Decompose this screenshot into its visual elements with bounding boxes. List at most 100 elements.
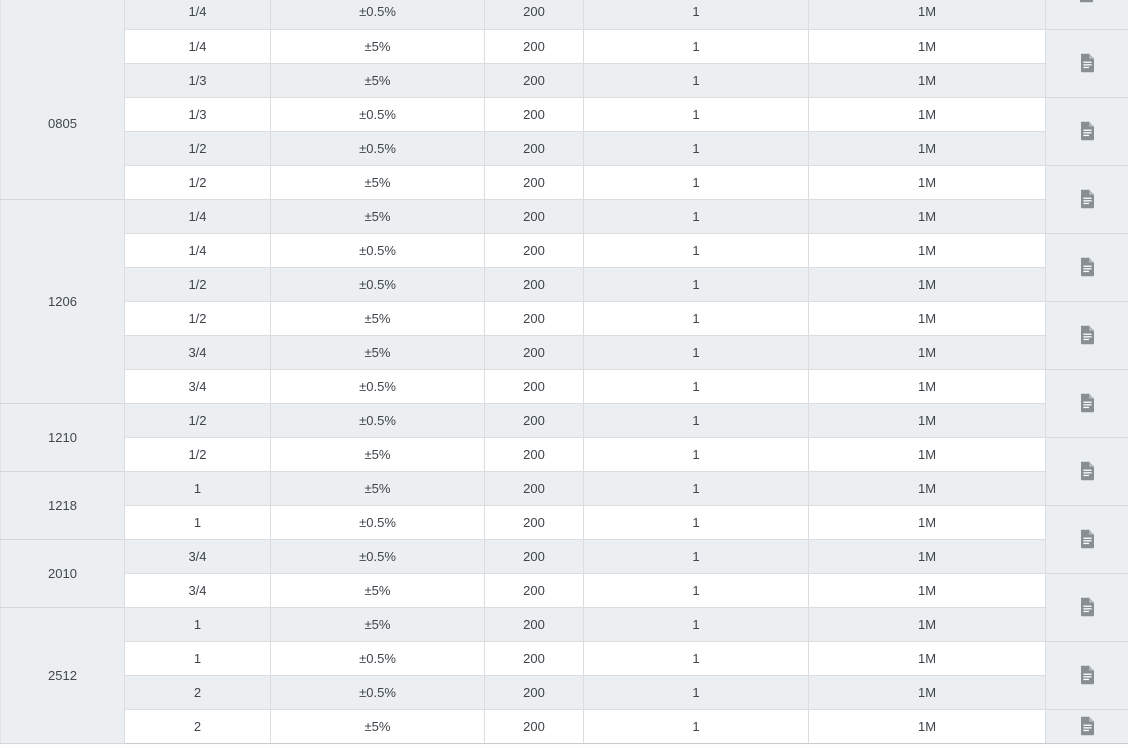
datasheet-cell[interactable]: [1045, 29, 1128, 98]
voltage-cell: 200: [484, 607, 584, 642]
tolerance-cell: ±0.5%: [270, 539, 485, 574]
table-row: 3/4 ±5% 200 1 1M: [1, 573, 1128, 642]
tolerance-cell: ±5%: [270, 29, 485, 64]
document-icon: [1080, 393, 1094, 413]
min-cell: 1: [583, 573, 809, 608]
min-cell: 1: [583, 607, 809, 642]
voltage-cell: 200: [484, 165, 584, 200]
min-cell: 1: [583, 471, 809, 506]
tolerance-cell: ±0.5%: [270, 131, 485, 166]
max-cell: 1M: [808, 199, 1046, 234]
power-cell: 1/2: [124, 403, 271, 438]
max-cell: 1M: [808, 641, 1046, 676]
max-cell: 1M: [808, 709, 1046, 744]
max-cell: 1M: [808, 233, 1046, 268]
datasheet-cell[interactable]: [1045, 301, 1128, 370]
size-label: 2512: [48, 667, 77, 683]
document-icon: [1080, 665, 1094, 685]
document-icon: [1080, 461, 1094, 481]
datasheet-cell[interactable]: [1045, 165, 1128, 234]
table-row: 1/4 ±5% 200 1 1M: [1, 29, 1128, 98]
power-cell: 1/2: [124, 437, 271, 472]
table-row: 1210 1/2 ±0.5% 200 1 1M: [0, 403, 1128, 472]
datasheet-cell[interactable]: [1045, 573, 1128, 642]
max-cell: 1M: [808, 437, 1046, 472]
power-cell: 1/2: [124, 301, 271, 336]
size-cell: 2512: [0, 607, 125, 744]
tolerance-cell: ±5%: [270, 301, 485, 336]
size-label: 1218: [48, 497, 77, 513]
table-row: 2010 3/4 ±0.5% 200 1 1M: [0, 539, 1128, 608]
table-row: 1/2 ±5% 200 1 1M: [1, 165, 1128, 234]
min-cell: 1: [583, 709, 809, 744]
power-cell: 1: [124, 471, 271, 506]
voltage-cell: 200: [484, 675, 584, 710]
datasheet-cell[interactable]: [1045, 233, 1128, 302]
document-icon: [1080, 257, 1094, 277]
voltage-cell: 200: [484, 233, 584, 268]
datasheet-cell[interactable]: [1045, 0, 1128, 30]
voltage-cell: 200: [484, 403, 584, 438]
table-row: 1 ±0.5% 200 1 1M: [1, 505, 1128, 574]
size-cell: 1218: [0, 471, 125, 540]
min-cell: 1: [583, 301, 809, 336]
max-cell: 1M: [808, 505, 1046, 540]
min-cell: 1: [583, 335, 809, 370]
table-row: 3/4 ±0.5% 200 1 1M: [1, 369, 1128, 438]
min-cell: 1: [583, 505, 809, 540]
min-cell: 1: [583, 0, 809, 30]
tolerance-cell: ±0.5%: [270, 675, 485, 710]
min-cell: 1: [583, 267, 809, 302]
datasheet-cell[interactable]: [1045, 641, 1128, 710]
voltage-cell: 200: [484, 0, 584, 30]
max-cell: 1M: [808, 335, 1046, 370]
max-cell: 1M: [808, 29, 1046, 64]
size-cell: 2010: [0, 539, 125, 608]
table-row: 1/2 ±5% 200 1 1M: [1, 301, 1128, 370]
power-cell: 3/4: [124, 573, 271, 608]
min-cell: 1: [583, 403, 809, 438]
voltage-cell: 200: [484, 369, 584, 404]
voltage-cell: 200: [484, 471, 584, 506]
table-row: 1/2 ±0.5% 200 1 1M: [1, 267, 1128, 302]
datasheet-cell[interactable]: [1045, 437, 1128, 506]
voltage-cell: 200: [484, 131, 584, 166]
tolerance-cell: ±5%: [270, 335, 485, 370]
size-cell: 0805: [0, 0, 125, 200]
tolerance-cell: ±5%: [270, 63, 485, 98]
table-row: 1/4 ±0.5% 200 1 1M: [1, 233, 1128, 302]
tolerance-cell: ±0.5%: [270, 97, 485, 132]
document-icon: [1080, 53, 1094, 73]
table-row: 1/3 ±5% 200 1 1M: [1, 63, 1128, 98]
table-row: 2512 1 ±5% 200 1 1M: [0, 607, 1128, 744]
max-cell: 1M: [808, 607, 1046, 642]
size-label: 1210: [48, 429, 77, 445]
max-cell: 1M: [808, 267, 1046, 302]
size-label: 2010: [48, 565, 77, 581]
document-icon: [1080, 716, 1094, 736]
datasheet-cell[interactable]: [1045, 369, 1128, 438]
voltage-cell: 200: [484, 199, 584, 234]
min-cell: 1: [583, 641, 809, 676]
datasheet-cell[interactable]: [1045, 709, 1128, 744]
tolerance-cell: ±0.5%: [270, 0, 485, 30]
power-cell: 1: [124, 641, 271, 676]
size-cell: 1210: [0, 403, 125, 472]
datasheet-cell[interactable]: [1045, 505, 1128, 574]
max-cell: 1M: [808, 403, 1046, 438]
tolerance-cell: ±5%: [270, 607, 485, 642]
tolerance-cell: ±0.5%: [270, 233, 485, 268]
tolerance-cell: ±5%: [270, 573, 485, 608]
power-cell: 2: [124, 675, 271, 710]
document-icon: [1080, 0, 1094, 3]
power-cell: 1/3: [124, 63, 271, 98]
voltage-cell: 200: [484, 641, 584, 676]
table-row: 1218 1 ±5% 200 1 1M: [0, 471, 1128, 540]
max-cell: 1M: [808, 0, 1046, 30]
document-icon: [1080, 529, 1094, 549]
datasheet-cell[interactable]: [1045, 97, 1128, 166]
max-cell: 1M: [808, 539, 1046, 574]
power-cell: 1/4: [124, 0, 271, 30]
min-cell: 1: [583, 165, 809, 200]
